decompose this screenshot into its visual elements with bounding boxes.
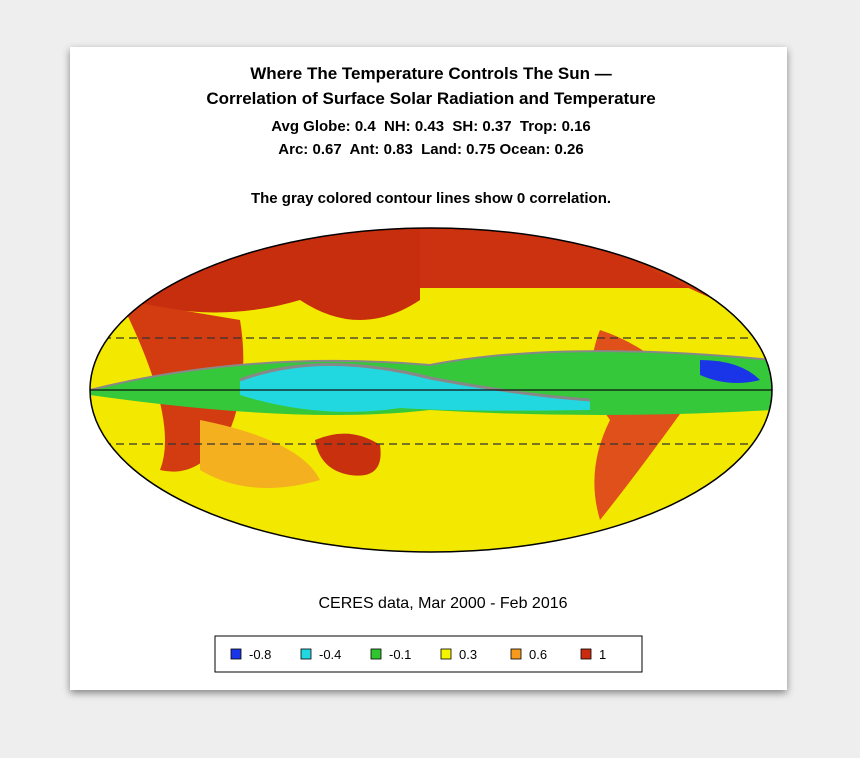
legend-label: 0.6 [529,647,547,662]
note: The gray colored contour lines show 0 co… [251,190,611,207]
legend-label: -0.1 [389,647,411,662]
legend-label: -0.4 [319,647,341,662]
legend-swatch [300,648,312,660]
title-line: Where The Temperature Controls The Sun — [250,64,611,83]
legend-swatch [510,648,522,660]
legend-swatch [230,648,242,660]
legend-label: 0.3 [459,647,477,662]
stats-line: Arc: 0.67 Ant: 0.83 Land: 0.75 Ocean: 0.… [278,141,583,158]
legend-swatch [440,648,452,660]
legend: -0.8 -0.4 -0.1 0.3 0.6 1 [230,647,606,662]
legend-label: -0.8 [249,647,271,662]
legend-swatch [580,648,592,660]
globe-outline [89,227,773,553]
title-line: Correlation of Surface Solar Radiation a… [206,89,655,108]
caption: CERES data, Mar 2000 - Feb 2016 [318,595,567,612]
map [90,228,772,552]
stats-line: Avg Globe: 0.4 NH: 0.43 SH: 0.37 Trop: 0… [271,118,591,135]
legend-swatch [370,648,382,660]
legend-box [214,635,643,673]
legend-label: 1 [599,647,606,662]
